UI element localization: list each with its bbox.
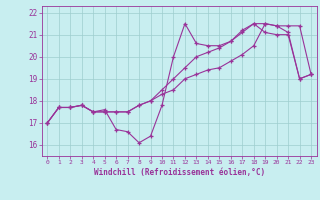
X-axis label: Windchill (Refroidissement éolien,°C): Windchill (Refroidissement éolien,°C)	[94, 168, 265, 177]
